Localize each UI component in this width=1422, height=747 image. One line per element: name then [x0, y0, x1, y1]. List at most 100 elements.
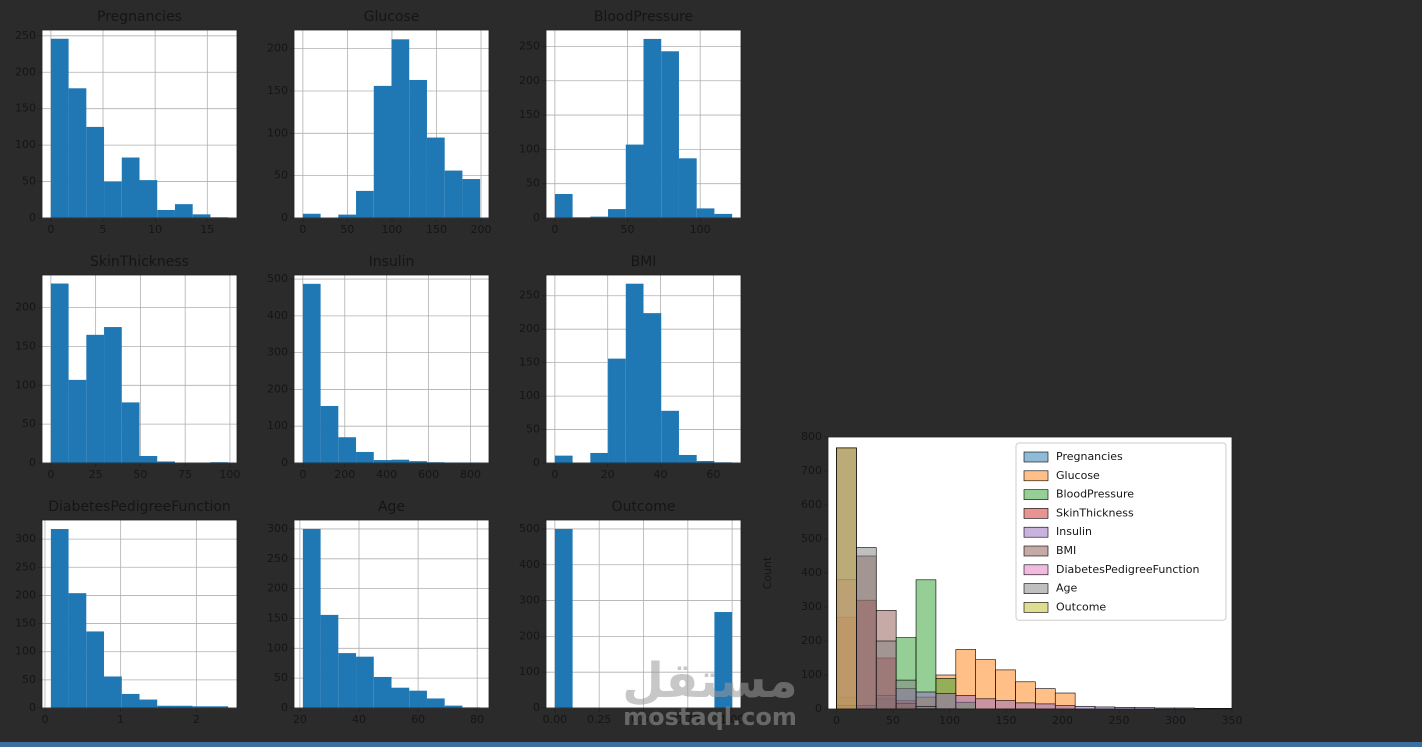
- hist-bar: [391, 687, 410, 708]
- x-tick-label: 80: [470, 713, 484, 726]
- hist-bar: [915, 579, 937, 710]
- y-tick-label: 200: [15, 588, 36, 601]
- hist-bar: [373, 85, 392, 218]
- x-tick-label: 0: [41, 713, 48, 726]
- y-tick-label: 300: [519, 594, 540, 607]
- bottom-bar: [0, 742, 1422, 747]
- x-tick-label: 100: [219, 468, 240, 481]
- legend-label: DiabetesPedigreeFunction: [1056, 563, 1199, 576]
- hist-bar: [356, 190, 374, 218]
- hist-bar: [139, 180, 158, 218]
- x-tick-label: 0: [551, 223, 558, 236]
- x-tick-label: 800: [460, 468, 481, 481]
- hist-bar: [409, 461, 427, 463]
- y-tick-label: 200: [267, 382, 288, 395]
- y-tick-label: 200: [519, 629, 540, 642]
- y-tick-label: 100: [267, 419, 288, 432]
- x-tick-label: 50: [621, 223, 635, 236]
- axes-frame: [545, 29, 742, 219]
- y-tick-label: 150: [15, 617, 36, 630]
- subplot-title: Insulin: [369, 254, 415, 270]
- y-tick-label: 500: [519, 522, 540, 535]
- y-tick-label: 100: [15, 645, 36, 658]
- subplot-title: BMI: [631, 254, 657, 270]
- hist-bar: [157, 705, 175, 708]
- x-tick-label: 0.00: [543, 713, 568, 726]
- y-tick-label: 0: [29, 456, 36, 469]
- x-tick-label: 1: [117, 713, 124, 726]
- subplot-title: DiabetesPedigreeFunction: [48, 499, 231, 515]
- y-tick-label: 50: [274, 671, 288, 684]
- y-tick-label: 400: [267, 309, 288, 322]
- axes-frame: [293, 29, 490, 219]
- y-tick-label: 0: [29, 701, 36, 714]
- x-tick-label: 250: [1108, 714, 1129, 727]
- x-tick-label: 60: [706, 468, 720, 481]
- legend-swatch: [1023, 545, 1049, 557]
- legend-swatch: [1023, 602, 1049, 613]
- y-tick-label: 500: [267, 272, 288, 285]
- x-tick-label: 0: [47, 223, 54, 236]
- hist-bar: [86, 334, 105, 463]
- x-tick-label: 0: [299, 468, 306, 481]
- legend-swatch: [1023, 451, 1049, 463]
- y-tick-label: 150: [267, 84, 288, 97]
- x-tick-label: 100: [690, 223, 711, 236]
- y-tick-label: 300: [267, 522, 288, 535]
- y-tick-label: 100: [15, 138, 36, 151]
- y-tick-label: 50: [274, 169, 288, 182]
- hist-bar: [836, 447, 857, 710]
- y-tick-label: 300: [801, 600, 822, 613]
- legend-label: BloodPressure: [1056, 488, 1134, 501]
- hist-bar: [320, 614, 339, 708]
- x-tick-label: 200: [1052, 714, 1073, 727]
- legend-swatch: [1023, 583, 1049, 594]
- x-tick-label: 0: [551, 468, 558, 481]
- legend-label: Glucose: [1056, 469, 1100, 482]
- x-tick-label: 50: [886, 714, 900, 727]
- hist-bar: [192, 706, 211, 708]
- hist-bar: [104, 181, 122, 218]
- hist-bar: [50, 529, 69, 708]
- axes-frame: [827, 436, 1233, 710]
- hist-bar: [590, 216, 609, 218]
- hist-bar: [157, 461, 175, 463]
- hist-bar: [590, 452, 609, 463]
- hist-bar: [139, 699, 158, 708]
- watermark-arabic: مستقل: [622, 653, 798, 709]
- y-tick-label: 50: [22, 673, 36, 686]
- y-tick-label: 200: [519, 322, 540, 335]
- axes-frame: [545, 274, 742, 464]
- x-tick-label: 400: [376, 468, 397, 481]
- hist-bar: [356, 656, 374, 708]
- y-tick-label: 100: [267, 126, 288, 139]
- x-tick-label: 0.50: [631, 713, 656, 726]
- x-tick-label: 100: [939, 714, 960, 727]
- y-tick-label: 300: [15, 532, 36, 545]
- hist-bar: [1015, 702, 1036, 710]
- axes-frame: [41, 29, 238, 219]
- hist-bar: [210, 706, 229, 708]
- legend-label: Age: [1056, 582, 1078, 595]
- hist-bar: [391, 39, 410, 219]
- hist-bar: [121, 402, 140, 463]
- subplot-title: Age: [378, 499, 405, 515]
- axes-frame: [545, 519, 742, 709]
- hist-bar: [678, 158, 697, 218]
- hist-bar: [338, 437, 357, 463]
- y-tick-label: 0: [281, 701, 288, 714]
- hist-bar: [444, 170, 463, 218]
- hist-bar: [661, 51, 679, 218]
- x-tick-label: 200: [471, 223, 492, 236]
- x-tick-label: 20: [601, 468, 615, 481]
- subplot-title: BloodPressure: [594, 9, 693, 25]
- y-tick-label: 300: [267, 346, 288, 359]
- hist-bar: [121, 157, 140, 218]
- x-tick-label: 150: [426, 223, 447, 236]
- x-tick-label: 0.25: [587, 713, 612, 726]
- hist-bar: [661, 410, 679, 463]
- hist-bar: [935, 693, 957, 710]
- y-tick-label: 200: [519, 74, 540, 87]
- hist-bar: [373, 460, 392, 463]
